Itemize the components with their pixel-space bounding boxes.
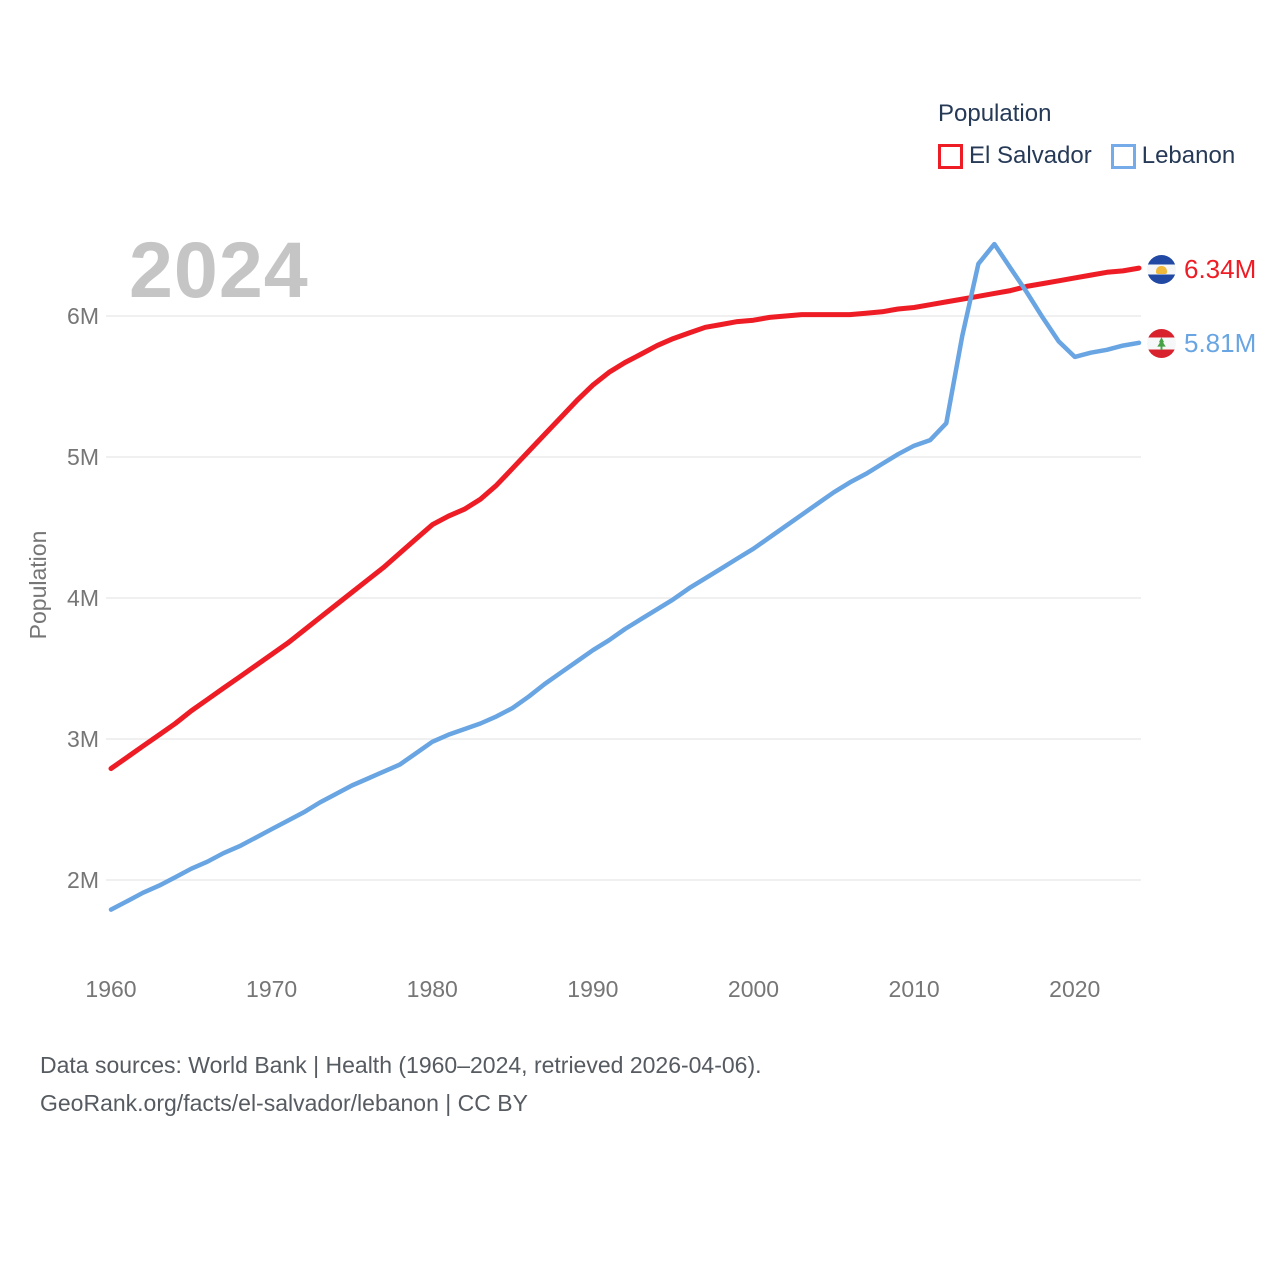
- lebanon-swatch: [1110, 143, 1136, 169]
- y-tick-2M: 2M: [67, 867, 99, 893]
- x-tick-2020: 2020: [1049, 976, 1100, 1002]
- x-tick-2010: 2010: [889, 976, 940, 1002]
- footer-attribution-line: GeoRank.org/facts/el-salvador/lebanon | …: [40, 1090, 528, 1116]
- series-line-el-salvador: [108, 265, 1142, 772]
- lebanon-flag-icon: [1147, 329, 1176, 359]
- x-tick-1970: 1970: [246, 976, 297, 1002]
- x-tick-2000: 2000: [728, 976, 779, 1002]
- x-tick-1980: 1980: [407, 976, 458, 1002]
- y-tick-4M: 4M: [67, 585, 99, 611]
- legend-item-el-salvador[interactable]: El Salvador: [938, 142, 1092, 170]
- lebanon-end-label: 5.81M: [1147, 328, 1256, 359]
- x-tick-1960: 1960: [85, 976, 136, 1002]
- el-salvador-latest-value: 6.34M: [1184, 253, 1257, 284]
- el-salvador-coat-of-arms-icon: [1156, 265, 1167, 274]
- el-salvador-swatch: [938, 143, 963, 169]
- chart-legend: Population El Salvador Lebanon: [938, 100, 1235, 170]
- lebanon-latest-value: 5.81M: [1184, 328, 1257, 359]
- legend-items: El Salvador Lebanon: [938, 142, 1235, 170]
- y-axis-title: Population: [25, 531, 51, 640]
- x-tick-1990: 1990: [567, 976, 618, 1002]
- y-tick-3M: 3M: [67, 726, 99, 752]
- legend-title: Population: [938, 100, 1052, 127]
- legend-item-lebanon[interactable]: Lebanon: [1110, 142, 1236, 170]
- y-tick-5M: 5M: [67, 444, 99, 470]
- el-salvador-legend-label: El Salvador: [969, 142, 1092, 169]
- el-salvador-flag-icon: [1147, 254, 1176, 284]
- lebanon-cedar-icon: [1157, 337, 1166, 351]
- footer-sources-line: Data sources: World Bank | Health (1960–…: [40, 1052, 762, 1078]
- lebanon-legend-label: Lebanon: [1141, 142, 1236, 169]
- el-salvador-end-label: 6.34M: [1147, 254, 1256, 285]
- series-line-lebanon: [108, 241, 1142, 912]
- data-source-footer: Data sources: World Bank | Health (1960–…: [40, 1046, 762, 1122]
- y-tick-6M: 6M: [67, 303, 99, 329]
- year-watermark: 2024: [129, 225, 309, 314]
